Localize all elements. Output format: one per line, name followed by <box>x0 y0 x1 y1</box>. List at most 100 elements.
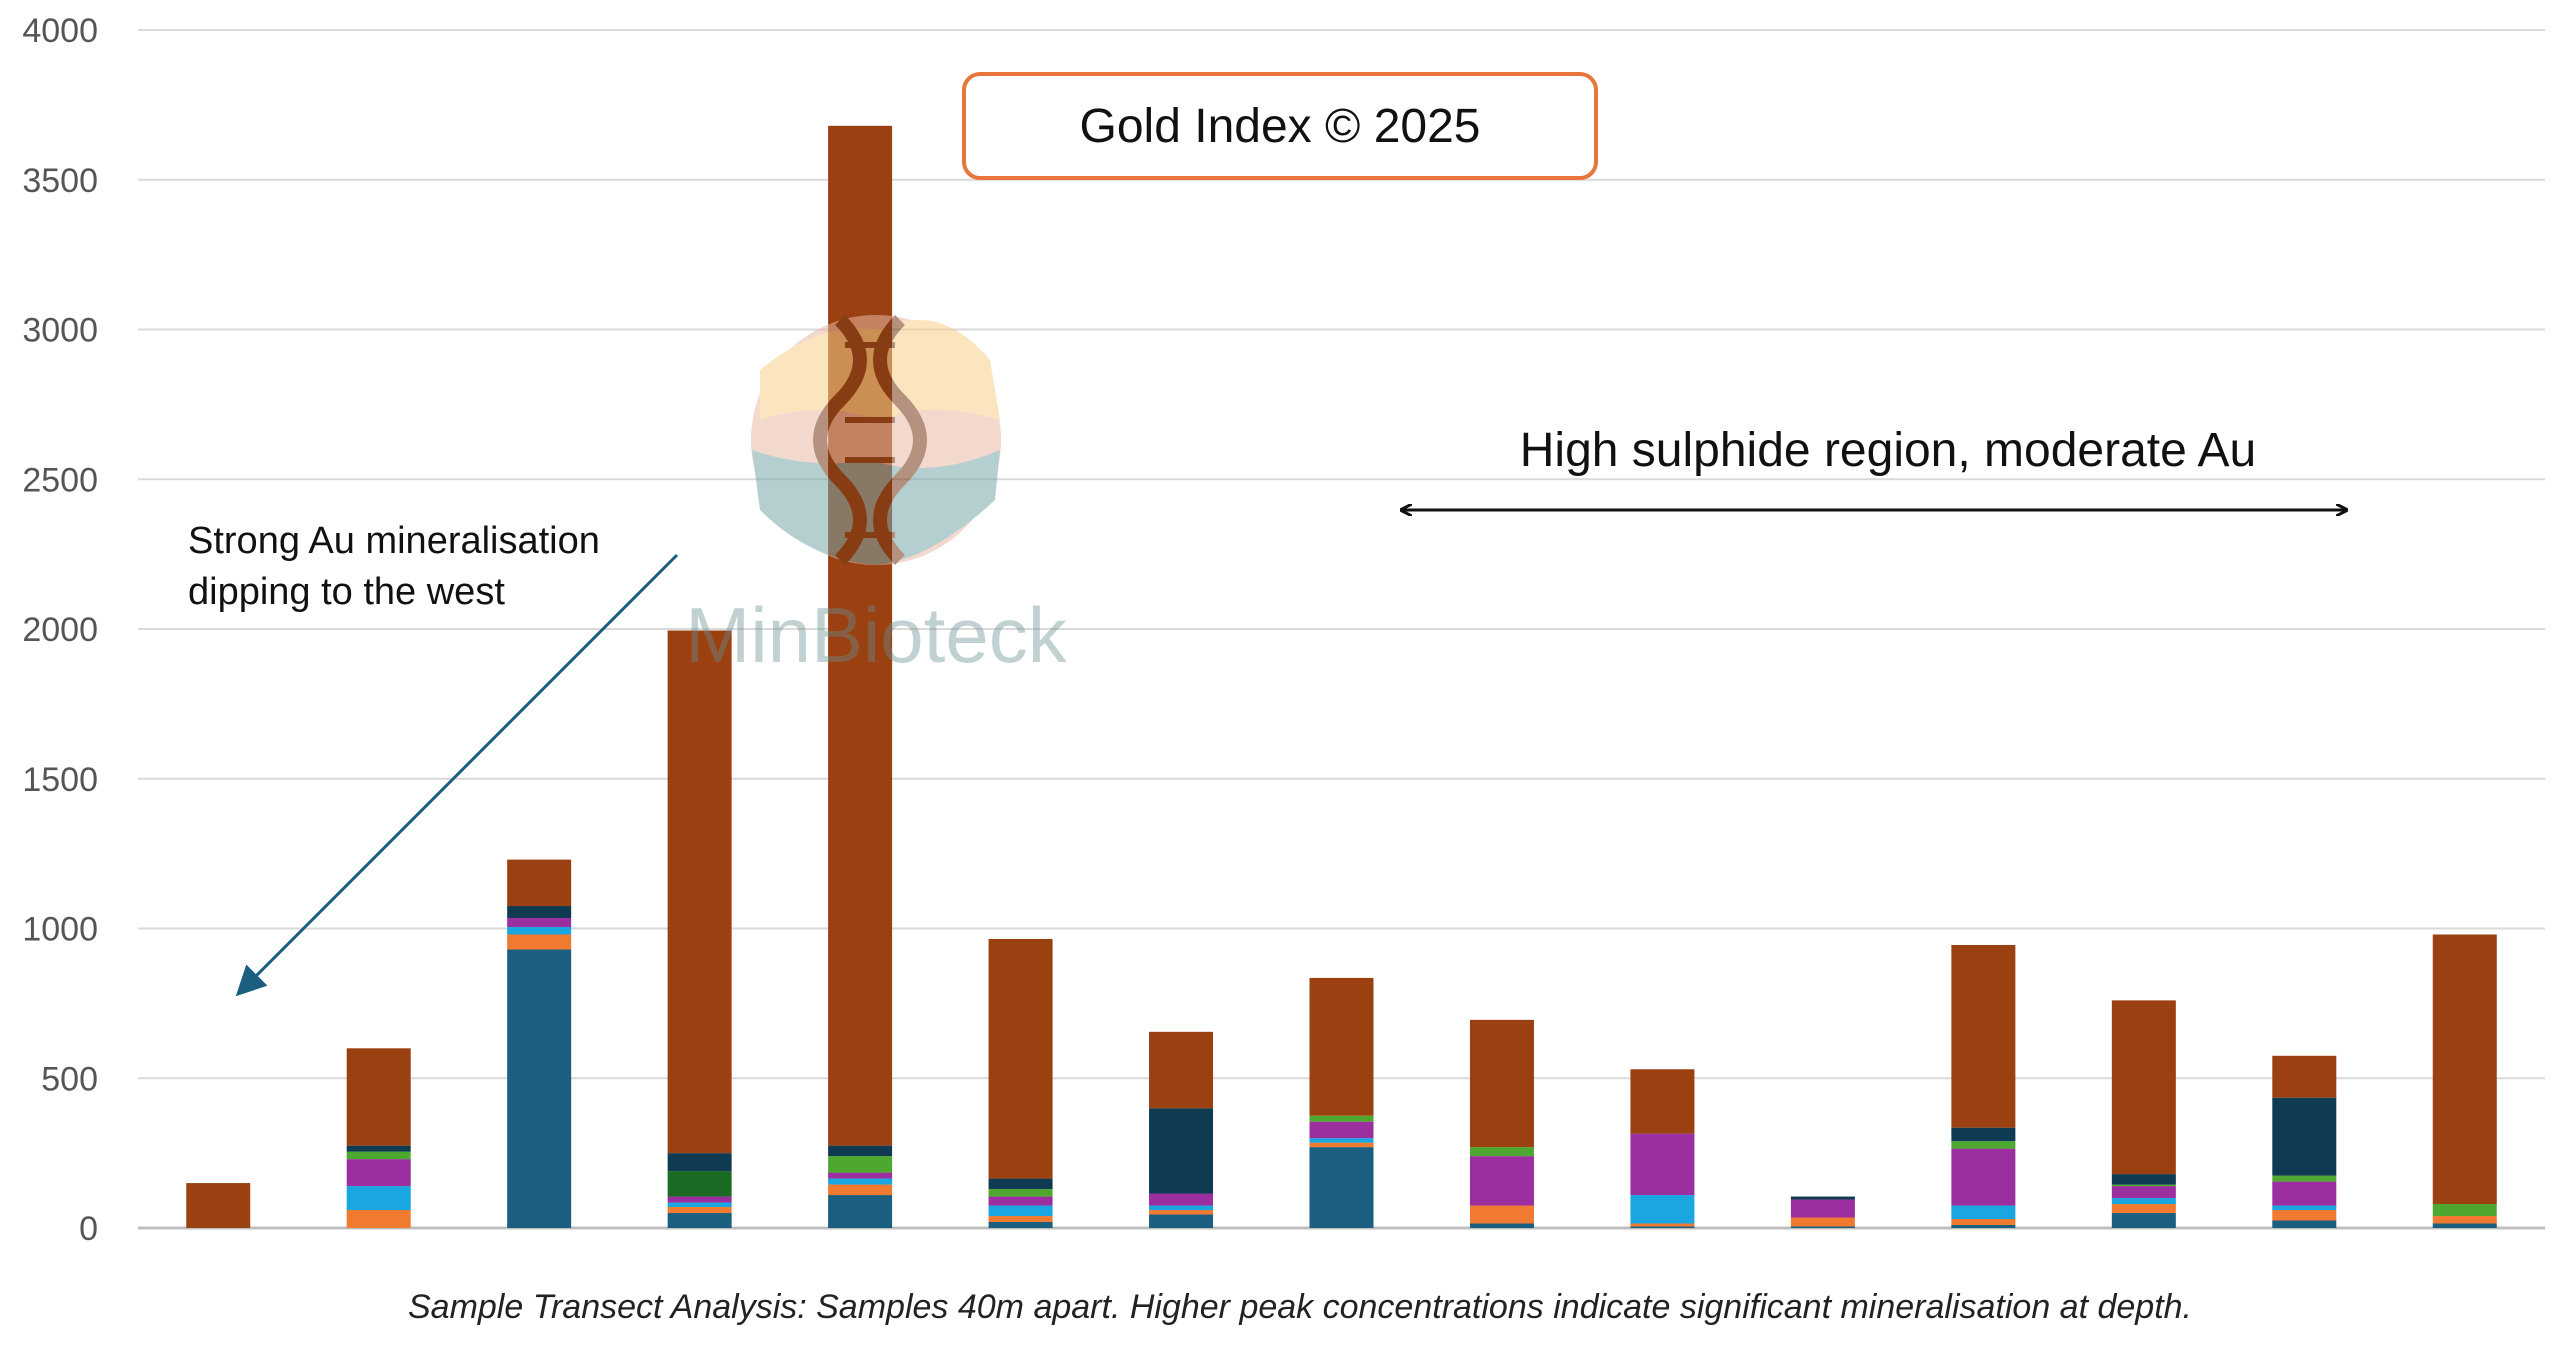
bar-segment-s8-7 <box>1149 1031 1214 1109</box>
bar-segment-s1-11 <box>1790 1226 1855 1228</box>
bar-segment-s2-3 <box>507 934 572 950</box>
minbioteck-logo: MinBioteck <box>685 315 1068 679</box>
bar-segment-s4-3 <box>507 918 572 928</box>
bar-segment-s3-4 <box>667 1202 732 1208</box>
bar-segment-s1-3 <box>507 949 572 1228</box>
bar-segment-s8-10 <box>1630 1069 1695 1134</box>
region-annotation: High sulphide region, moderate Au <box>1402 424 2346 510</box>
y-tick-label: 2000 <box>22 611 98 649</box>
bar-segment-s1-10 <box>1630 1226 1695 1228</box>
bar-segment-s2-14 <box>2272 1210 2337 1221</box>
bar-segment-s5-2 <box>346 1151 411 1160</box>
bar-segment-s1-5 <box>828 1195 893 1228</box>
bar-segment-s3-7 <box>1149 1205 1214 1211</box>
bar-segment-s7-7 <box>1149 1108 1214 1194</box>
y-tick-label: 500 <box>41 1060 98 1098</box>
bar-segment-s4-14 <box>2272 1181 2337 1206</box>
bar-segment-s3-2 <box>346 1186 411 1211</box>
y-tick-label: 0 <box>79 1210 98 1248</box>
left-annotation-line1: Strong Au mineralisation <box>188 520 600 562</box>
bar-segment-s1-12 <box>1951 1225 2016 1228</box>
bar-stack-6 <box>988 938 1053 1228</box>
bar-segment-s4-7 <box>1149 1193 1214 1206</box>
bar-segment-s3-5 <box>828 1178 893 1185</box>
y-tick-label: 2500 <box>22 461 98 499</box>
bar-segment-s8-13 <box>2111 1000 2176 1175</box>
bar-segment-s7-12 <box>1951 1127 2016 1142</box>
bar-segment-s7-6 <box>988 1178 1053 1190</box>
bar-segment-s5-8 <box>1309 1115 1374 1122</box>
bar-segment-s8-15 <box>2432 934 2497 1205</box>
bar-segment-s8-6 <box>988 938 1053 1179</box>
bar-segment-s5-12 <box>1951 1141 2016 1149</box>
bar-segment-s7-2 <box>346 1145 411 1152</box>
bar-segment-s3-10 <box>1630 1195 1695 1224</box>
bar-segment-s2-5 <box>828 1184 893 1196</box>
chart-caption: Sample Transect Analysis: Samples 40m ap… <box>408 1288 2192 1326</box>
bar-segment-s4-4 <box>667 1196 732 1203</box>
bar-segment-s3-6 <box>988 1205 1053 1217</box>
bar-segment-s4-12 <box>1951 1148 2016 1206</box>
bar-segment-s2-10 <box>1630 1223 1695 1227</box>
bar-segment-s1-15 <box>2432 1223 2497 1228</box>
bar-segment-s8-14 <box>2272 1055 2337 1098</box>
chart-title: Gold Index © 2025 <box>1080 100 1481 153</box>
title-frame <box>962 72 1598 180</box>
bar-segment-s4-6 <box>988 1196 1053 1206</box>
bar-stack-12 <box>1951 944 2016 1228</box>
bar-stack-2 <box>346 1048 411 1228</box>
bar-segment-s8-9 <box>1469 1019 1534 1148</box>
bar-segment-s8-12 <box>1951 944 2016 1128</box>
bar-segment-s1-6 <box>988 1222 1053 1228</box>
bar-segment-s2-6 <box>988 1216 1053 1223</box>
bar-segment-s8-4 <box>667 630 732 1154</box>
bar-segment-s4-2 <box>346 1159 411 1187</box>
bar-stack-8 <box>1309 977 1374 1228</box>
bar-segment-s5-5 <box>828 1156 893 1173</box>
y-tick-label: 1500 <box>22 761 98 799</box>
y-tick-label: 3000 <box>22 312 98 350</box>
bar-segment-s7-14 <box>2272 1097 2337 1176</box>
bar-segment-s2-7 <box>1149 1210 1214 1215</box>
left-annotation: Strong Au mineralisation dipping to the … <box>188 520 679 997</box>
bar-segment-s1-8 <box>1309 1147 1374 1228</box>
bar-stack-1 <box>186 1183 251 1228</box>
bar-segment-s5-9 <box>1469 1147 1534 1157</box>
y-tick-label: 4000 <box>22 12 98 50</box>
bar-stack-9 <box>1469 1019 1534 1228</box>
bar-stack-3 <box>507 859 572 1228</box>
bar-segment-s8-1 <box>186 1183 251 1228</box>
bar-segment-s7-3 <box>507 906 572 919</box>
bar-segment-s4-5 <box>828 1172 893 1179</box>
bar-segment-s2-9 <box>1469 1205 1534 1224</box>
bar-stack-11 <box>1790 1196 1855 1228</box>
bar-stack-7 <box>1149 1031 1214 1228</box>
bar-stack-14 <box>2272 1055 2337 1228</box>
bar-segment-s4-13 <box>2111 1186 2176 1199</box>
bar-segment-s5-15 <box>2432 1204 2497 1217</box>
bar-segment-s8-3 <box>507 859 572 907</box>
bar-segment-s5-6 <box>988 1189 1053 1197</box>
bars <box>186 125 2497 1228</box>
bar-segment-s3-13 <box>2111 1198 2176 1205</box>
logo-text: MinBioteck <box>685 591 1067 679</box>
bar-segment-s1-14 <box>2272 1220 2337 1228</box>
bar-segment-s5-13 <box>2111 1184 2176 1187</box>
y-tick-label: 3500 <box>22 162 98 200</box>
bar-segment-s4-10 <box>1630 1133 1695 1196</box>
bar-segment-s8-8 <box>1309 977 1374 1116</box>
bar-segment-s2-2 <box>346 1210 411 1228</box>
bar-segment-s2-12 <box>1951 1219 2016 1226</box>
bar-segment-s6-4 <box>667 1171 732 1197</box>
bar-segment-s3-14 <box>2272 1205 2337 1211</box>
bar-segment-s3-3 <box>507 927 572 935</box>
bar-segment-s7-13 <box>2111 1174 2176 1185</box>
bar-segment-s2-8 <box>1309 1142 1374 1148</box>
bar-segment-s4-8 <box>1309 1121 1374 1139</box>
bar-segment-s2-15 <box>2432 1216 2497 1224</box>
bar-segment-s7-5 <box>828 1145 893 1157</box>
y-tick-label: 1000 <box>22 911 98 949</box>
bar-stack-10 <box>1630 1069 1695 1228</box>
bar-segment-s4-11 <box>1790 1199 1855 1218</box>
